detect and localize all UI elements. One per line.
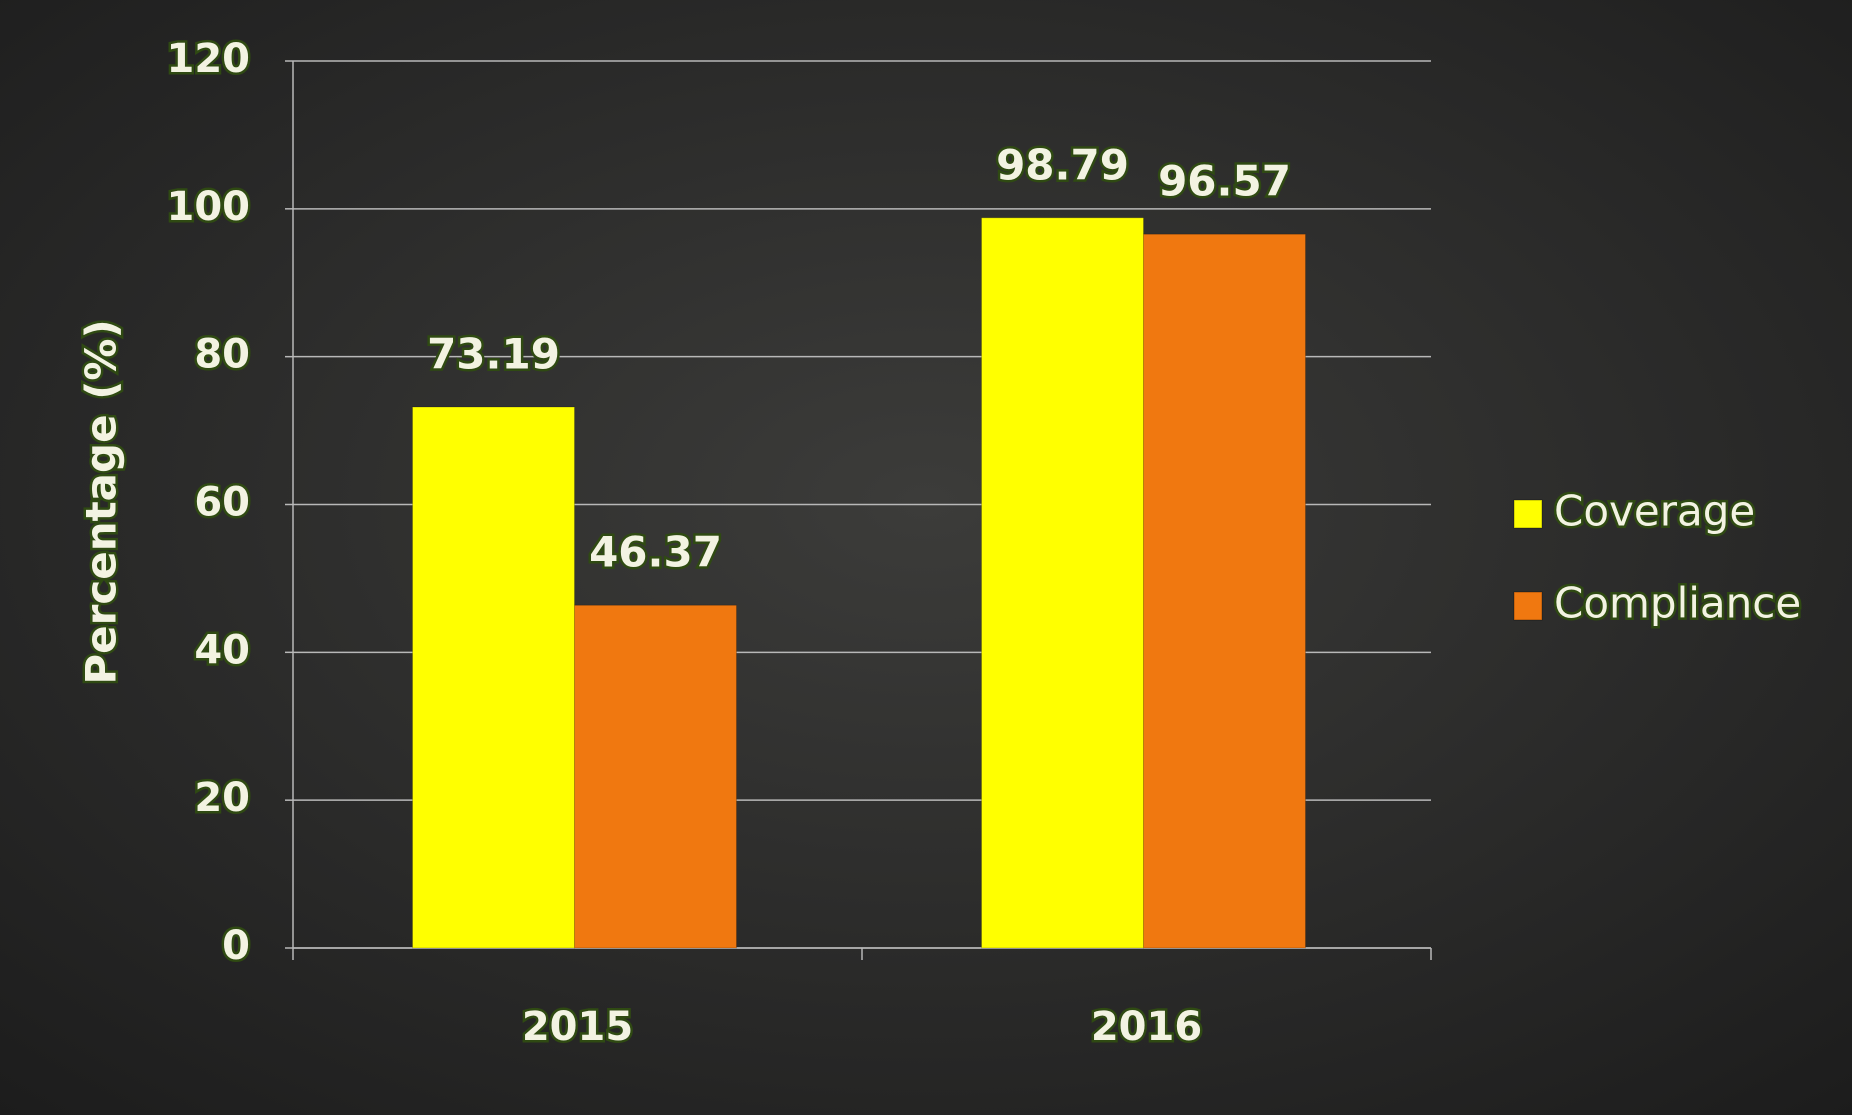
x-tick-label: 2015 bbox=[522, 1004, 633, 1050]
y-tick-label: 80 bbox=[194, 332, 250, 378]
legend-swatch bbox=[1513, 499, 1543, 529]
value-label: 73.19 bbox=[427, 330, 560, 379]
y-axis-title: Percentage (%) bbox=[77, 319, 126, 684]
y-tick-label: 20 bbox=[194, 775, 250, 821]
bar bbox=[981, 217, 1144, 949]
x-tick-label: 2016 bbox=[1091, 1004, 1202, 1050]
value-label: 98.79 bbox=[996, 140, 1129, 189]
value-label: 46.37 bbox=[589, 528, 722, 577]
y-tick-label: 100 bbox=[167, 184, 251, 230]
y-tick-label: 60 bbox=[194, 480, 250, 526]
legend-swatch bbox=[1513, 591, 1543, 621]
y-tick-label: 40 bbox=[194, 627, 250, 673]
y-tick-label: 0 bbox=[222, 923, 250, 969]
bar bbox=[574, 604, 737, 949]
bar bbox=[1143, 233, 1306, 949]
legend-label: Compliance bbox=[1554, 579, 1801, 628]
legend-label: Coverage bbox=[1554, 487, 1755, 536]
y-tick-label: 120 bbox=[167, 36, 251, 82]
value-label: 96.57 bbox=[1158, 157, 1291, 206]
bar bbox=[412, 406, 575, 949]
